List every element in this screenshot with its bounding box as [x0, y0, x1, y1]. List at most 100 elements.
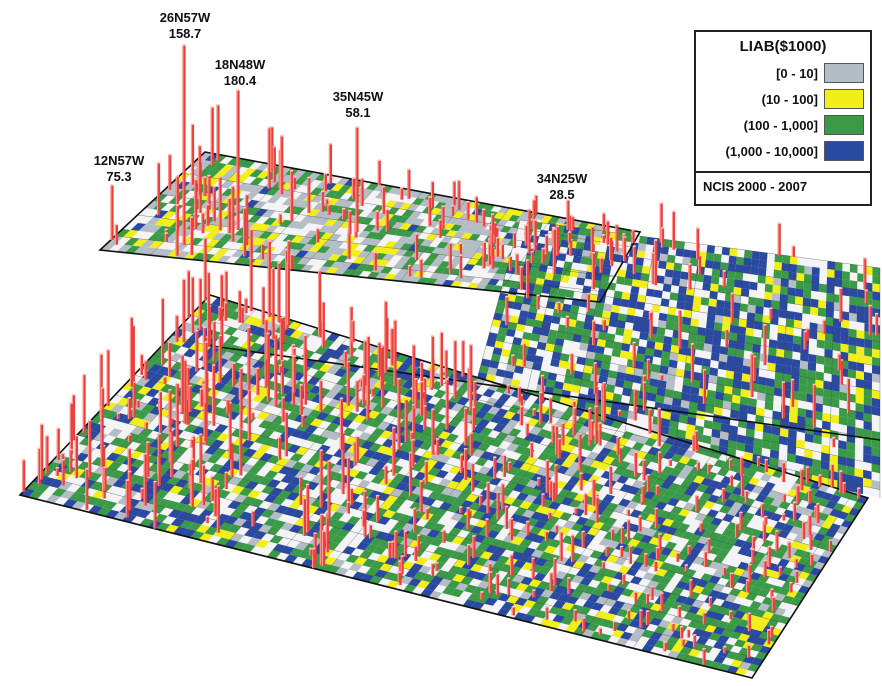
- liability-bar: [224, 472, 228, 490]
- bar-highlight: [802, 521, 804, 540]
- map-cell: [291, 338, 306, 348]
- bar-cap: [517, 385, 522, 388]
- bar-highlight: [100, 407, 102, 467]
- bar-cap: [532, 408, 537, 410]
- bar-cap: [144, 359, 148, 362]
- map-cell: [191, 426, 206, 436]
- bar-highlight: [156, 458, 159, 475]
- map-cell: [369, 575, 383, 585]
- map-cell: [753, 445, 762, 456]
- map-cell: [837, 511, 849, 520]
- map-cell: [622, 336, 632, 345]
- map-cell: [219, 164, 235, 173]
- map-cell: [857, 273, 865, 283]
- liability-bar: [723, 646, 727, 654]
- bar-highlight: [634, 452, 636, 477]
- bar-highlight: [158, 391, 160, 432]
- map-cell: [371, 451, 385, 461]
- bar-cap: [442, 529, 446, 532]
- map-cell: [300, 170, 314, 179]
- map-cell: [246, 537, 261, 546]
- bar-cap: [106, 348, 110, 351]
- liability-bar: [439, 332, 444, 386]
- map-cell: [645, 638, 659, 647]
- map-cell: [548, 329, 558, 338]
- map-cell: [544, 272, 555, 281]
- map-cell: [259, 395, 274, 405]
- map-cell: [427, 467, 441, 477]
- bar-highlight: [517, 386, 519, 402]
- liability-bar: [795, 570, 799, 583]
- map-cell: [705, 404, 715, 414]
- map-cell: [576, 400, 587, 410]
- bar-highlight: [99, 354, 101, 420]
- bar-cap: [839, 470, 843, 472]
- map-cell: [563, 444, 576, 453]
- liability-bar: [56, 428, 60, 460]
- liability-bar: [638, 516, 642, 532]
- map-cell: [165, 500, 180, 510]
- map-cell: [755, 298, 765, 307]
- map-cell: [696, 483, 709, 493]
- map-cell: [535, 505, 549, 514]
- map-cell: [733, 286, 742, 296]
- grid-line: [137, 214, 615, 278]
- map-cell: [417, 192, 430, 200]
- map-cell: [294, 250, 309, 258]
- bar-cap: [807, 514, 812, 516]
- map-cell: [76, 461, 92, 471]
- map-cell: [695, 341, 705, 351]
- east-region-grid: [469, 219, 881, 498]
- map-cell: [392, 473, 406, 483]
- bar-highlight: [509, 518, 511, 540]
- map-cell: [746, 420, 756, 431]
- bar-highlight: [655, 485, 657, 495]
- map-cell: [699, 492, 712, 501]
- map-cell: [855, 386, 864, 397]
- bar-highlight: [646, 474, 648, 492]
- map-cell: [657, 320, 667, 329]
- map-cell: [145, 201, 161, 210]
- map-cell: [564, 467, 577, 477]
- map-cell: [612, 393, 623, 403]
- map-cell: [705, 252, 715, 261]
- bar-cap: [469, 432, 473, 434]
- bar-highlight: [814, 506, 816, 518]
- map-cell: [427, 220, 440, 228]
- bar-cap: [100, 386, 105, 389]
- map-cell: [575, 583, 588, 592]
- liability-bar: [650, 586, 654, 600]
- map-cell: [739, 403, 749, 414]
- bar-highlight: [469, 344, 471, 411]
- map-cell: [864, 347, 873, 357]
- bar-cap: [410, 431, 414, 433]
- map-cell: [446, 480, 460, 490]
- map-cell: [689, 533, 702, 543]
- map-cell: [510, 343, 521, 353]
- map-cell: [825, 324, 834, 335]
- map-cell: [511, 498, 524, 508]
- map-cell: [720, 476, 733, 485]
- map-cell: [376, 554, 390, 564]
- bar-cap: [127, 447, 132, 450]
- liability-bar: [582, 617, 586, 632]
- bar-cap: [828, 539, 833, 542]
- map-cell: [199, 509, 214, 518]
- liability-bar: [694, 430, 698, 450]
- map-cell: [136, 509, 151, 519]
- map-cell: [831, 398, 840, 408]
- map-cell: [515, 492, 529, 501]
- bar-cap: [399, 186, 404, 189]
- bar-cap: [71, 393, 76, 396]
- map-cell: [490, 353, 501, 363]
- bar-highlight: [346, 502, 348, 511]
- map-cell: [251, 450, 266, 460]
- liability-bar: [601, 561, 605, 569]
- map-cell: [250, 259, 265, 267]
- map-cell: [707, 494, 720, 504]
- bar-highlight: [491, 247, 493, 269]
- map-cell: [771, 426, 781, 436]
- map-cell: [443, 424, 457, 434]
- map-cell: [405, 531, 419, 540]
- bar-highlight: [82, 374, 84, 433]
